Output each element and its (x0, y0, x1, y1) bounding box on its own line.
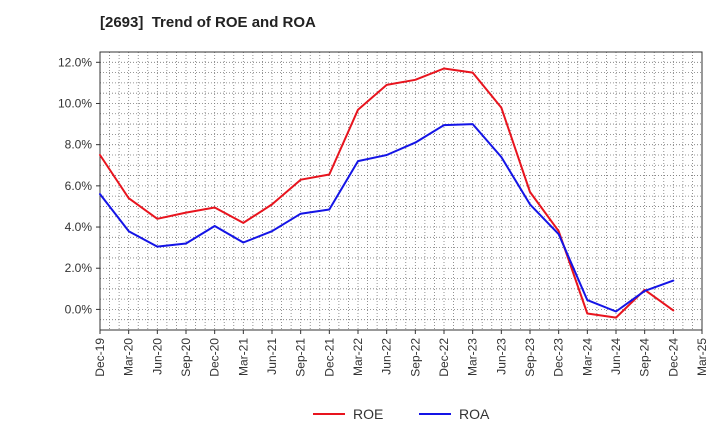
x-tick-label: Sep-22 (408, 338, 422, 377)
x-tick-label: Dec-21 (322, 338, 336, 377)
legend-label-roe: ROE (353, 406, 383, 422)
x-tick-label: Sep-21 (294, 338, 308, 377)
x-tick-label: Jun-24 (609, 338, 623, 375)
x-tick-label: Mar-23 (466, 338, 480, 376)
x-tick-label: Dec-20 (208, 338, 222, 377)
x-tick-label: Sep-24 (638, 338, 652, 377)
y-tick-label: 10.0% (58, 96, 92, 110)
y-tick-label: 8.0% (65, 138, 93, 152)
y-tick-label: 2.0% (65, 261, 93, 275)
x-tick-label: Mar-24 (580, 338, 594, 376)
axis-layer: 0.0% 2.0% 4.0% 6.0% 8.0% 10.0% 12.0% Dec-19 Mar-… (58, 51, 709, 377)
x-tick-label: Sep-20 (179, 338, 193, 377)
x-tick-label: Jun-22 (380, 338, 394, 375)
x-tick-label: Jun-21 (265, 338, 279, 375)
x-tick-label: Mar-20 (122, 338, 136, 376)
legend-label-roa: ROA (459, 406, 490, 422)
plot-frame (99, 51, 703, 331)
series-layer (99, 67, 675, 319)
x-tick-label: Mar-21 (236, 338, 250, 376)
x-tick-label: Dec-22 (437, 338, 451, 377)
y-tick-label: 12.0% (58, 55, 92, 69)
chart-title: [2693] Trend of ROE and ROA (100, 14, 316, 31)
x-tick-label: Sep-23 (523, 338, 537, 377)
series-line-roa (99, 123, 675, 313)
y-tick-label: 0.0% (65, 302, 93, 316)
x-tick-label: Dec-24 (666, 338, 680, 377)
x-tick-label: Jun-23 (494, 338, 508, 375)
y-tick-label: 4.0% (65, 220, 93, 234)
x-tick-label: Jun-20 (150, 338, 164, 375)
x-tick-label: Mar-22 (351, 338, 365, 376)
x-tick-label: Mar-25 (695, 338, 709, 376)
legend: ROE ROA (313, 406, 490, 422)
x-tick-label: Dec-23 (552, 338, 566, 377)
grid-layer (100, 52, 702, 330)
x-tick-label: Dec-19 (93, 338, 107, 377)
y-tick-label: 6.0% (65, 179, 93, 193)
series-line-roe (99, 67, 675, 319)
